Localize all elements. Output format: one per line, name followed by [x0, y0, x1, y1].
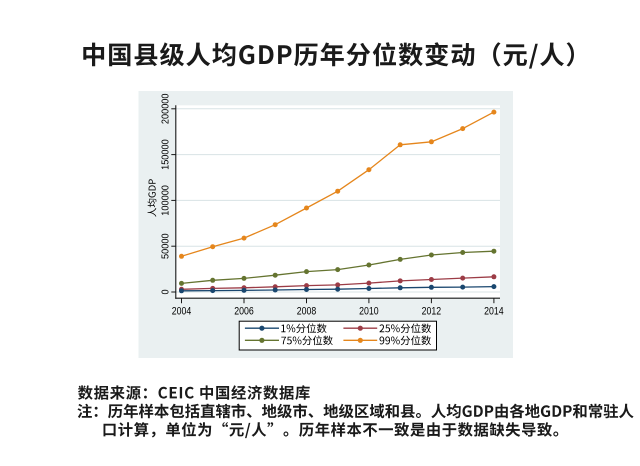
- svg-text:2012: 2012: [422, 305, 442, 317]
- svg-text:2014: 2014: [484, 305, 504, 317]
- svg-text:150000: 150000: [159, 139, 171, 170]
- svg-text:200000: 200000: [159, 93, 171, 124]
- svg-text:2010: 2010: [359, 305, 379, 317]
- svg-text:2006: 2006: [234, 305, 254, 317]
- svg-text:50000: 50000: [159, 233, 171, 259]
- svg-text:100000: 100000: [159, 185, 171, 216]
- svg-text:2004: 2004: [172, 305, 192, 317]
- svg-text:2008: 2008: [297, 305, 317, 317]
- svg-text:0: 0: [159, 289, 171, 294]
